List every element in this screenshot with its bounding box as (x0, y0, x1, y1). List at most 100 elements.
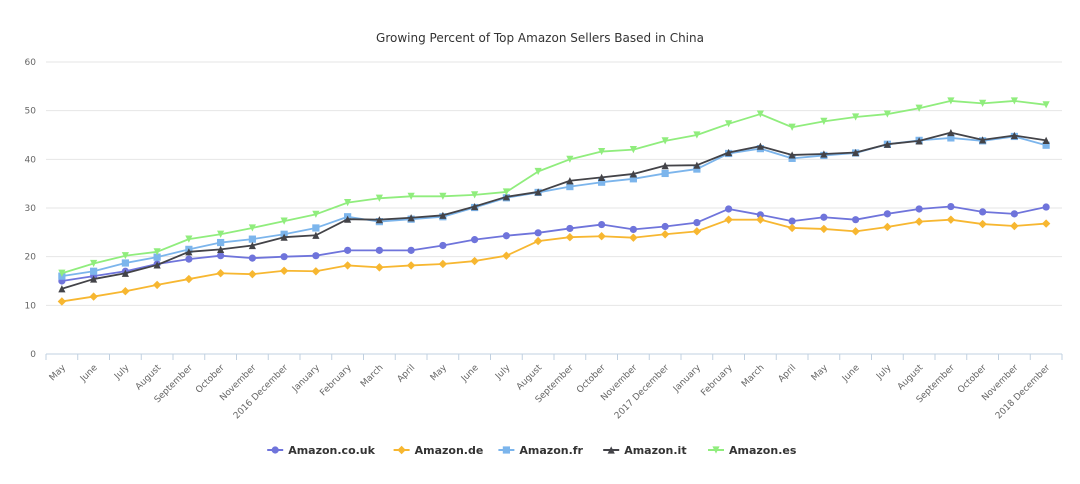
data-point (439, 241, 447, 250)
legend-marker (607, 446, 615, 454)
data-point (883, 140, 891, 148)
data-point (89, 292, 98, 301)
data-point (1042, 101, 1050, 109)
data-point (121, 252, 129, 260)
data-point (375, 216, 383, 224)
legend-label: Amazon.de (415, 444, 484, 457)
series-amazon-es (58, 97, 1050, 277)
legend-item: Amazon.it (603, 444, 687, 457)
legend-item: Amazon.co.uk (267, 444, 376, 457)
data-point (439, 211, 447, 219)
x-tick-label: July (874, 363, 894, 383)
legend-item: Amazon.de (393, 444, 484, 457)
data-point (1010, 131, 1018, 140)
data-point (280, 253, 288, 261)
legend-label: Amazon.es (729, 444, 797, 457)
data-point (343, 261, 352, 270)
data-point (629, 175, 637, 183)
data-point (978, 219, 987, 229)
data-point (693, 165, 701, 173)
data-point (153, 248, 161, 256)
data-point (439, 192, 447, 200)
data-point (152, 280, 162, 290)
data-point (915, 104, 923, 112)
data-point (121, 269, 129, 277)
data-point (566, 155, 574, 163)
series-line (61, 131, 1047, 290)
data-point (502, 188, 510, 196)
data-point (534, 229, 542, 237)
series-line (61, 135, 1047, 278)
data-point (280, 233, 288, 241)
x-tick-label: June (459, 363, 481, 385)
data-point (407, 192, 415, 200)
data-point (756, 142, 764, 150)
data-point (693, 219, 701, 227)
data-point (661, 137, 669, 145)
series-line (61, 218, 1047, 303)
x-tick-label: May (810, 363, 831, 384)
x-tick-label: 2016 December (232, 363, 291, 422)
x-tick-label: August (896, 363, 926, 393)
data-point (344, 215, 352, 223)
data-point (660, 230, 670, 239)
data-point (883, 222, 892, 232)
data-point (1042, 203, 1050, 211)
data-point (312, 210, 320, 218)
series-amazon-co-uk (58, 202, 1050, 285)
data-point (788, 123, 796, 131)
data-point (312, 224, 320, 232)
data-point (565, 233, 575, 242)
data-point (883, 110, 891, 118)
data-point (121, 259, 129, 267)
data-point (820, 150, 828, 158)
x-tick-label: January (290, 363, 322, 395)
x-tick-label: April (777, 363, 799, 385)
data-point (915, 137, 923, 145)
data-point (90, 275, 98, 283)
data-point (311, 267, 321, 276)
data-point (819, 224, 829, 234)
x-tick-label: 2018 December (994, 363, 1053, 422)
data-point (1041, 219, 1051, 228)
data-point (217, 245, 225, 253)
data-point (883, 210, 891, 218)
data-point (852, 216, 860, 224)
x-tick-label: August (515, 363, 545, 393)
x-tick-label: July (493, 363, 513, 383)
x-tick-label: October (956, 363, 989, 396)
data-point (788, 217, 796, 225)
data-point (375, 263, 384, 272)
data-point (725, 120, 733, 128)
legend-label: Amazon.fr (519, 444, 583, 457)
y-tick-label: 60 (25, 58, 37, 68)
data-point (756, 211, 764, 219)
x-tick-label: June (78, 363, 100, 385)
data-point (914, 217, 924, 226)
data-point (312, 252, 320, 260)
legend: Amazon.co.uk Amazon.de Amazon.fr Amazon.it A… (267, 444, 797, 457)
data-point (947, 134, 955, 142)
data-point (407, 214, 415, 222)
data-point (787, 223, 797, 233)
data-point (1010, 210, 1018, 218)
data-point (57, 297, 67, 306)
data-point (534, 188, 542, 196)
data-point (406, 261, 416, 270)
x-tick-label: July (112, 363, 132, 383)
legend-marker (712, 446, 720, 454)
y-tick-label: 20 (25, 253, 37, 263)
data-point (693, 161, 701, 169)
series-amazon-it (58, 128, 1050, 293)
data-point (185, 255, 193, 263)
data-point (375, 246, 383, 254)
data-point (725, 205, 733, 213)
x-tick-label: June (840, 363, 862, 385)
series-line (61, 100, 1047, 275)
data-point (947, 97, 955, 105)
data-point (629, 146, 637, 154)
data-point (598, 173, 606, 181)
data-point (566, 224, 574, 233)
data-point (312, 231, 320, 239)
